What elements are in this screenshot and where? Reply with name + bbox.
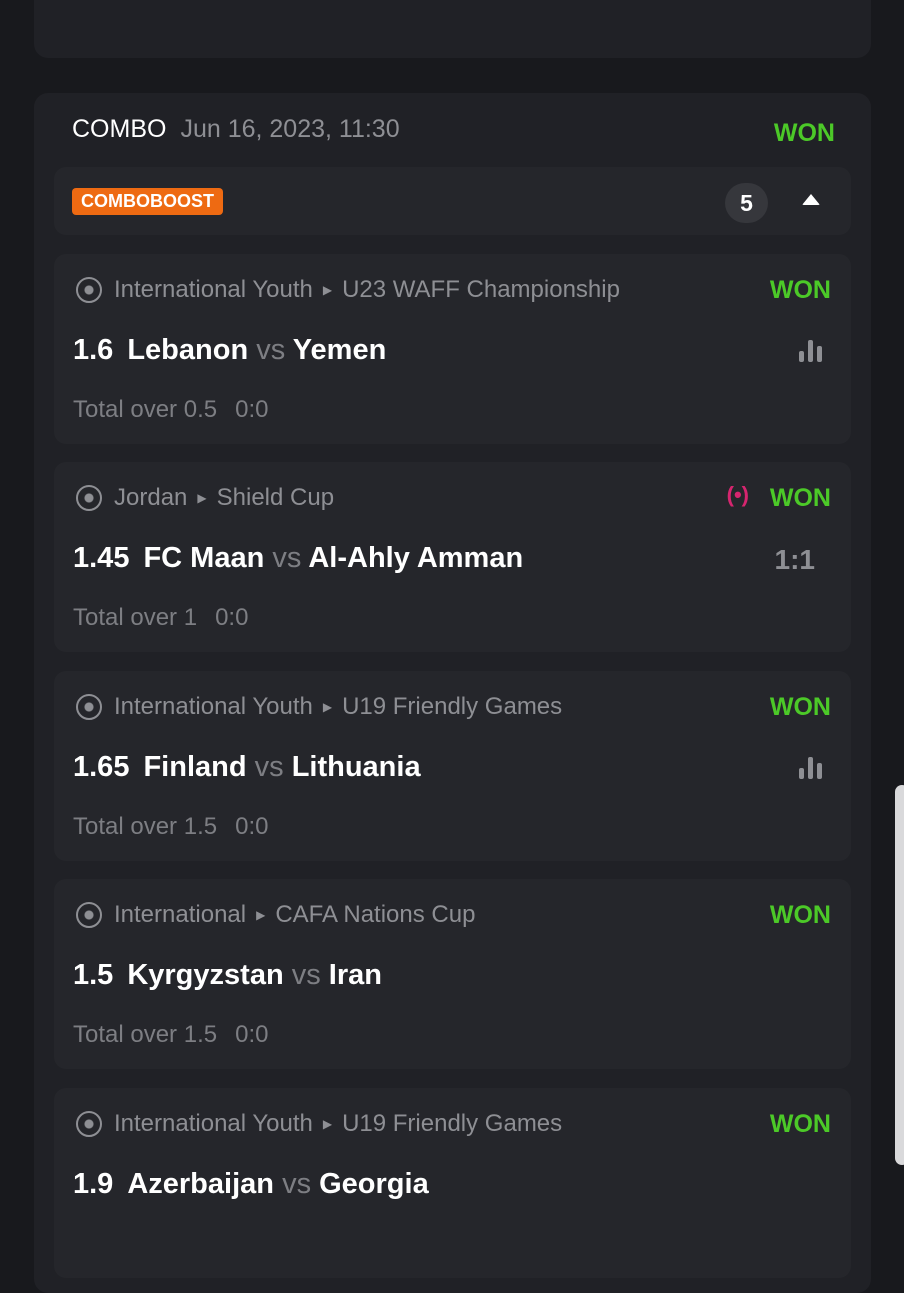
match-teams: 1.9 Azerbaijan vs Georgia: [73, 1168, 429, 1201]
odds: 1.65: [73, 751, 130, 783]
match-card[interactable]: Jordan ▶ Shield Cup WON (•) 1.45 FC Maan vs A…: [54, 462, 851, 652]
match-card[interactable]: International ▶ CAFA Nations Cup WON 1.5 Kyr…: [54, 879, 851, 1069]
league: U23 WAFF Championship: [342, 276, 620, 303]
odds: 1.5: [73, 959, 114, 991]
vs-label: vs: [282, 1168, 312, 1200]
league: U19 Friendly Games: [342, 1110, 563, 1137]
league-path: International Youth ▶ U23 WAFF Championshi…: [76, 276, 620, 304]
match-status: WON: [769, 693, 831, 721]
country: International Youth: [114, 276, 313, 303]
bet-date: Jun 16, 2023, 11:30: [180, 115, 400, 143]
home-team: Azerbaijan: [127, 1168, 274, 1200]
chevron-right-icon: ▶: [322, 283, 333, 297]
soccer-ball-icon: [76, 277, 102, 303]
league-path: Jordan ▶ Shield Cup: [76, 484, 334, 512]
league: Shield Cup: [216, 484, 335, 511]
bet-status: WON: [773, 119, 835, 147]
vs-label: vs: [272, 542, 302, 574]
combo-bet-card: COMBO Jun 16, 2023, 11:30 WON COMBOBOOST …: [34, 93, 871, 1293]
chevron-right-icon: ▶: [256, 908, 266, 922]
market: Total over 1.5 0:0: [73, 813, 268, 841]
soccer-ball-icon: [76, 902, 102, 928]
match-teams: 1.5 Kyrgyzstan vs Iran: [73, 959, 382, 992]
match-score: 1:1: [774, 544, 815, 575]
league-path: International Youth ▶ U19 Friendly Games: [76, 1110, 562, 1138]
chevron-right-icon: ▶: [322, 1117, 333, 1131]
home-team: Lebanon: [127, 334, 249, 366]
bet-header: COMBO Jun 16, 2023, 11:30: [72, 115, 400, 144]
away-team: Lithuania: [291, 751, 421, 783]
match-card[interactable]: International Youth ▶ U23 WAFF Championshi…: [54, 254, 851, 444]
country: International: [114, 901, 247, 928]
bet-type: COMBO: [72, 115, 167, 143]
league: U19 Friendly Games: [342, 693, 563, 720]
market-name: Total over 1.5: [73, 1021, 218, 1048]
collapse-caret-icon[interactable]: [802, 194, 820, 205]
chevron-right-icon: ▶: [322, 700, 333, 714]
chevron-right-icon: ▶: [197, 491, 207, 505]
market-score: 0:0: [235, 1021, 269, 1048]
stats-icon[interactable]: [799, 757, 825, 779]
market-score: 0:0: [215, 604, 249, 631]
match-status: WON: [769, 276, 831, 304]
soccer-ball-icon: [76, 694, 102, 720]
odds: 1.9: [73, 1168, 114, 1200]
away-team: Yemen: [292, 334, 387, 366]
league-path: International ▶ CAFA Nations Cup: [76, 901, 475, 929]
home-team: Kyrgyzstan: [127, 959, 284, 991]
selection-count: 5: [725, 183, 768, 223]
home-team: Finland: [143, 751, 247, 783]
country: Jordan: [114, 484, 188, 511]
market-name: Total over 0.5: [73, 396, 218, 423]
match-status: WON: [769, 901, 831, 929]
match-status: WON: [769, 1110, 831, 1138]
away-team: Georgia: [319, 1168, 429, 1200]
league-path: International Youth ▶ U19 Friendly Games: [76, 693, 562, 721]
league: CAFA Nations Cup: [275, 901, 476, 928]
comboboost-bar[interactable]: COMBOBOOST 5: [54, 167, 851, 235]
away-team: Iran: [328, 959, 382, 991]
away-team: Al-Ahly Amman: [308, 542, 524, 574]
odds: 1.45: [73, 542, 130, 574]
odds: 1.6: [73, 334, 114, 366]
match-teams: 1.6 Lebanon vs Yemen: [73, 334, 386, 367]
previous-bet-card: [34, 0, 871, 58]
market: Total over 1 0:0: [73, 604, 248, 632]
match-teams: 1.65 Finland vs Lithuania: [73, 751, 421, 784]
country: International Youth: [114, 1110, 313, 1137]
market-score: 0:0: [235, 396, 269, 423]
vs-label: vs: [254, 751, 284, 783]
home-team: FC Maan: [143, 542, 265, 574]
market-score: 0:0: [235, 813, 269, 840]
soccer-ball-icon: [76, 1111, 102, 1137]
market-name: Total over 1.5: [73, 813, 218, 840]
vs-label: vs: [291, 959, 321, 991]
scrollbar[interactable]: [895, 785, 904, 1165]
match-teams: 1.45 FC Maan vs Al-Ahly Amman: [73, 542, 523, 575]
market: Total over 1.5 0:0: [73, 1021, 268, 1049]
live-broadcast-icon: (•): [726, 482, 749, 507]
soccer-ball-icon: [76, 485, 102, 511]
match-card[interactable]: International Youth ▶ U19 Friendly Games W…: [54, 671, 851, 861]
comboboost-badge: COMBOBOOST: [72, 188, 223, 215]
country: International Youth: [114, 693, 313, 720]
stats-icon[interactable]: [799, 340, 825, 362]
market: Total over 0.5 0:0: [73, 396, 268, 424]
match-status: WON: [769, 484, 831, 512]
match-card[interactable]: International Youth ▶ U19 Friendly Games W…: [54, 1088, 851, 1278]
vs-label: vs: [256, 334, 286, 366]
market-name: Total over 1: [73, 604, 198, 631]
